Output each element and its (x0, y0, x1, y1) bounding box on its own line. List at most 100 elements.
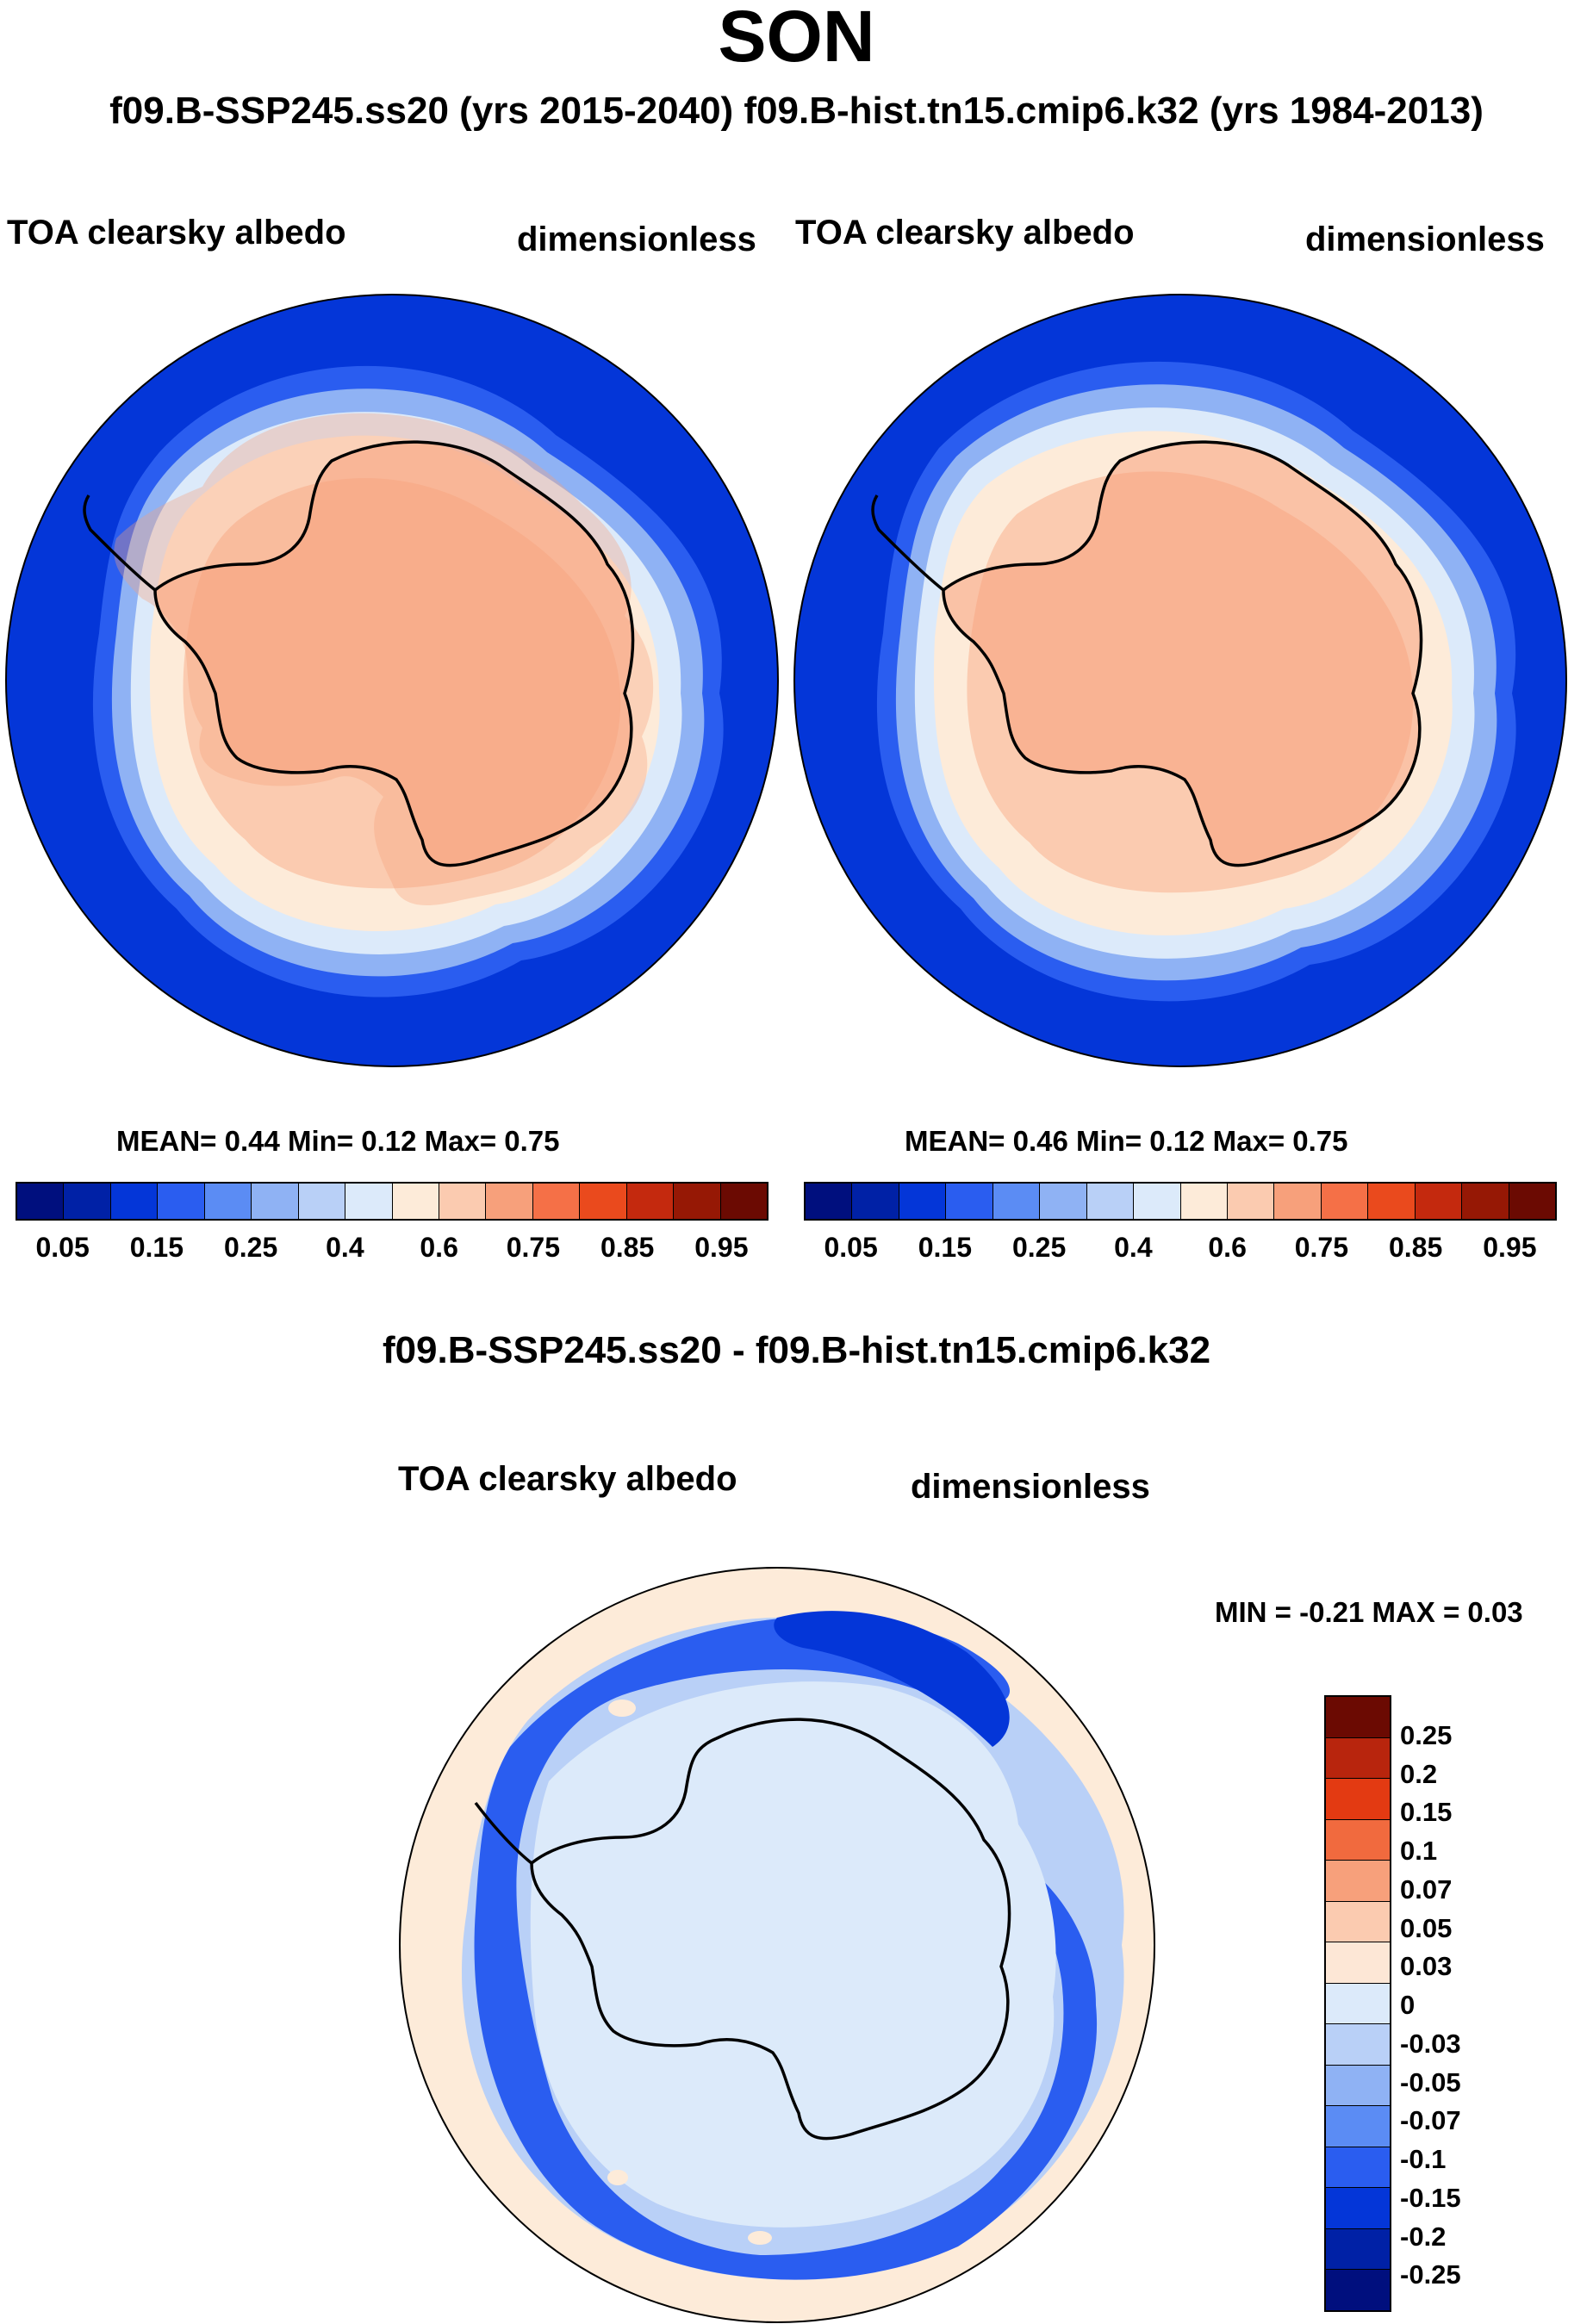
colorbar-tick-label: 0.1 (1400, 1836, 1438, 1866)
map-border (5, 294, 779, 1067)
colorbar-difference (1324, 1695, 1391, 2312)
colorbar-swatch (1326, 1942, 1390, 1984)
colorbar-tick-label: -0.07 (1400, 2105, 1461, 2136)
colorbar-swatch (1321, 1184, 1369, 1219)
antarctica-coastline (871, 440, 1423, 867)
colorbar-swatch (1326, 1901, 1390, 1943)
colorbar-swatch (298, 1184, 346, 1219)
colorbar-swatch (345, 1184, 393, 1219)
colorbar-swatch (1326, 2188, 1390, 2229)
panel2-variable-label: TOA clearsky albedo (795, 214, 1135, 252)
panel1-variable-label: TOA clearsky albedo (7, 214, 346, 252)
colorbar-tick-label: 0.03 (1400, 1951, 1453, 1982)
colorbar-tick-label: 0.4 (1114, 1232, 1153, 1263)
colorbar-swatch (439, 1184, 487, 1219)
colorbar-tick-label: -0.03 (1400, 2028, 1461, 2059)
colorbar-swatch (1326, 2106, 1390, 2147)
colorbar-swatch (626, 1184, 675, 1219)
colorbar-swatch (899, 1184, 947, 1219)
colorbar-swatch (64, 1184, 111, 1219)
colorbar-tick-label: 0.15 (129, 1232, 184, 1263)
colorbar-swatch (1509, 1184, 1555, 1219)
antarctica-interior (155, 442, 633, 866)
colorbar-tick-label: 0.4 (326, 1232, 364, 1263)
colorbar-swatch (1326, 2024, 1390, 2066)
map-panel-2 (793, 294, 1567, 1067)
colorbar-swatch (806, 1184, 853, 1219)
difference-units-label: dimensionless (911, 1468, 1150, 1506)
map-panel-1 (5, 294, 779, 1067)
colorbar-swatch (1040, 1184, 1087, 1219)
colorbar-swatch (1326, 1861, 1390, 1902)
colorbar-swatch (252, 1184, 299, 1219)
colorbar-tick-label: 0.25 (1400, 1719, 1453, 1750)
colorbar-swatch (392, 1184, 439, 1219)
colorbar-swatch (580, 1184, 627, 1219)
colorbar-tick-label: 0.6 (1208, 1232, 1247, 1263)
colorbar-tick-label: 0.15 (1400, 1797, 1453, 1828)
colorbar-tick-label: 0 (1400, 1990, 1416, 2020)
panel1-stats: MEAN= 0.44 Min= 0.12 Max= 0.75 (116, 1125, 560, 1157)
colorbar-tick-label: 0.07 (1400, 1873, 1453, 1905)
colorbar-swatch (1274, 1184, 1322, 1219)
colorbar-tick-label: 0.95 (1483, 1232, 1537, 1263)
colorbar-swatch (110, 1184, 159, 1219)
colorbar-tick-label: 0.85 (1388, 1232, 1443, 1263)
colorbar-swatch (1326, 2147, 1390, 2189)
colorbar-swatch (1415, 1184, 1463, 1219)
colorbar-tick-label: -0.05 (1400, 2066, 1461, 2097)
colorbar-tick-label: 0.25 (1011, 1232, 1067, 1263)
panel2-units-label: dimensionless (1305, 221, 1545, 258)
colorbar-tick-label: -0.15 (1400, 2182, 1461, 2213)
colorbar-swatch (1134, 1184, 1181, 1219)
season-title: SON (718, 0, 875, 77)
case-subtitle: f09.B-SSP245.ss20 (yrs 2015-2040) f09.B-… (109, 90, 1484, 132)
colorbar-swatch (486, 1184, 533, 1219)
colorbar-swatch (1326, 1779, 1390, 1820)
colorbar-tick-label: 0.75 (506, 1232, 561, 1263)
map-border (793, 294, 1567, 1067)
colorbar-tick-label: 0.75 (1294, 1232, 1349, 1263)
colorbar-swatch (17, 1184, 65, 1219)
colorbar-swatch (1326, 1737, 1390, 1780)
colorbar-swatch (532, 1184, 581, 1219)
colorbar-swatch (1326, 1819, 1390, 1861)
map-difference (399, 1567, 1155, 2323)
colorbar-swatch (1462, 1184, 1509, 1219)
antarctica-coastline (83, 440, 635, 867)
colorbar-tick-label: -0.1 (1400, 2144, 1447, 2174)
colorbar-tick-label: 0.2 (1400, 1758, 1438, 1789)
colorbar-tick-label: 0.15 (918, 1232, 973, 1263)
antarctica-interior (943, 442, 1422, 866)
colorbar-tick-label: 0.25 (223, 1232, 278, 1263)
colorbar-swatch (852, 1184, 899, 1219)
colorbar-swatch (1227, 1184, 1275, 1219)
colorbar-swatch (1326, 2228, 1390, 2271)
colorbar-panel-2 (804, 1182, 1557, 1221)
colorbar-swatch (674, 1184, 721, 1219)
colorbar-tick-label: 0.05 (35, 1232, 90, 1263)
panel1-units-label: dimensionless (517, 221, 756, 258)
colorbar-tick-label: 0.05 (1400, 1912, 1453, 1943)
difference-variable-label: TOA clearsky albedo (398, 1460, 737, 1498)
colorbar-swatch (1086, 1184, 1135, 1219)
colorbar-swatch (720, 1184, 767, 1219)
colorbar-swatch (1180, 1184, 1228, 1219)
colorbar-swatch (204, 1184, 252, 1219)
difference-title: f09.B-SSP245.ss20 - f09.B-hist.tn15.cmip… (382, 1329, 1211, 1371)
colorbar-tick-label: 0.05 (824, 1232, 878, 1263)
colorbar-swatch (1326, 2065, 1390, 2107)
colorbar-tick-label: 0.85 (600, 1232, 655, 1263)
colorbar-swatch (993, 1184, 1041, 1219)
difference-stats: MIN = -0.21 MAX = 0.03 (1215, 1596, 1523, 1628)
colorbar-swatch (1326, 2270, 1390, 2310)
colorbar-tick-label: -0.25 (1400, 2259, 1461, 2290)
colorbar-swatch (158, 1184, 205, 1219)
colorbar-tick-label: 0.6 (420, 1232, 458, 1263)
colorbar-swatch (1368, 1184, 1416, 1219)
colorbar-tick-label: -0.2 (1400, 2221, 1447, 2252)
antarctica-coastline (474, 1718, 1011, 2141)
panel2-stats: MEAN= 0.46 Min= 0.12 Max= 0.75 (905, 1125, 1348, 1157)
colorbar-swatch (946, 1184, 993, 1219)
colorbar-swatch (1326, 1983, 1390, 2025)
